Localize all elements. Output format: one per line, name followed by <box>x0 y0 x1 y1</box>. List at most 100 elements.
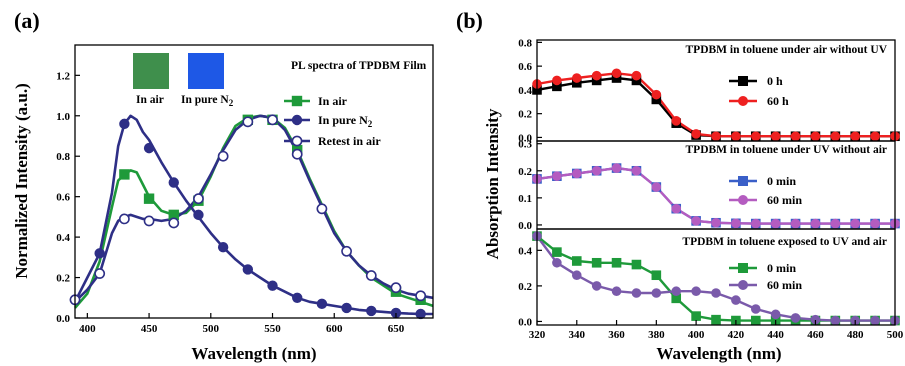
panel-a-x-axis-label: Wavelength (nm) <box>191 344 316 363</box>
panel-b: (b) TPDBM in toluene under air without U… <box>456 8 904 363</box>
inset-film-in-air <box>133 53 169 89</box>
panel-a-legend-label-1: In pure N2 <box>318 113 373 129</box>
panel-b-x-tick-label: 380 <box>648 329 665 341</box>
panel-a-series-1-marker <box>119 118 130 130</box>
panel-a-title: PL spectra of TPDBM Film <box>291 60 427 72</box>
panel-b-y-tick-label: 0.2 <box>518 109 532 121</box>
panel-b-x-tick-label: 440 <box>767 329 784 341</box>
panel-a-y-tick-label: 0.8 <box>56 151 70 163</box>
panel-a-series-2-marker <box>316 203 328 215</box>
panel-b-subplot-0-series-1-marker <box>671 116 682 126</box>
panel-a-series-2-marker <box>94 268 106 279</box>
panel-b-subplot-1-series-1-marker <box>870 218 880 229</box>
panel-a-legend-marker-1 <box>291 114 303 126</box>
panel-b-subplot-0-series-1-marker <box>552 75 562 86</box>
panel-b-x-tick-label: 320 <box>529 329 546 341</box>
inset-label-in-n2: In pure N2 <box>181 94 234 108</box>
panel-b-y-tick-label: 0.0 <box>518 132 532 144</box>
panel-a-series-2-marker <box>193 193 204 205</box>
panel-b-subplot-1-series-1-marker <box>711 217 721 228</box>
panel-b-subplot-2-series-0-marker <box>631 259 642 270</box>
panel-a-series-2-marker <box>390 282 402 294</box>
panel-a-y-tick-label: 0.6 <box>56 192 70 204</box>
panel-a-series-2-marker <box>365 270 377 281</box>
panel-b-subplot-2-series-0-marker <box>711 314 721 325</box>
panel-b-legend-label: 0 min <box>767 174 796 188</box>
panel-a-series-1-marker <box>217 242 229 253</box>
panel-b-legend-label: 0 min <box>767 261 796 275</box>
panel-b-subplot-0-series-1-marker <box>611 68 622 79</box>
panel-b-subplot-2-series-1-marker <box>631 288 642 298</box>
panel-b-subplot-0-series-1-marker <box>651 89 662 100</box>
panel-a-series-2-marker <box>168 217 180 229</box>
panel-a-x-tick-label: 500 <box>203 323 220 335</box>
panel-a-y-axis-label: Normalized Intensity (a.u.) <box>12 83 31 278</box>
panel-a-series-1-marker <box>366 305 377 317</box>
panel-b-subplot-1-series-1-marker <box>770 218 781 229</box>
panel-a-series-2-marker <box>267 114 278 126</box>
panel-a-x-tick-label: 600 <box>326 323 343 335</box>
panel-a-series-0-marker <box>119 169 130 180</box>
panel-b-legend-label: 60 h <box>767 94 789 108</box>
panel-a-series-2-marker <box>242 116 254 128</box>
panel-b-subplot-1-series-1-marker <box>731 218 741 229</box>
panel-b-subplot-2-title: TPDBM in toluene exposed to UV and air <box>682 236 887 248</box>
panel-a-series-1-marker <box>193 209 204 221</box>
panel-b-subplot-0-series-1-marker <box>810 131 821 142</box>
panel-a-series-2-marker <box>118 213 130 225</box>
panel-a-series-2-marker <box>217 150 229 162</box>
panel-b-subplot-2-series-1-marker <box>731 295 741 305</box>
panel-b-subplot-0-series-1-marker <box>571 73 582 83</box>
panel-a-x-tick-label: 650 <box>388 323 405 335</box>
panel-b-y-tick-label: 0.6 <box>518 61 532 73</box>
panel-b-legend-marker <box>737 280 748 291</box>
panel-a-y-tick-label: 1.2 <box>56 70 70 82</box>
panel-a-plot-area <box>69 114 434 320</box>
panel-b-subplot-0-series-1-marker <box>631 70 642 81</box>
panel-a-series-2-marker <box>415 290 427 302</box>
panel-a-y-tick-label: 1.0 <box>56 111 70 123</box>
panel-b-y-axis-label: Absorption Intensity <box>483 108 502 259</box>
panel-b-subplot-2: TPDBM in toluene exposed to UV and air 0 … <box>532 228 900 326</box>
panel-b-legend-label: 60 min <box>767 193 802 207</box>
panel-b-y-tick-label: 0.3 <box>518 139 532 151</box>
panel-b-subplot-1-series-1-marker <box>850 218 861 229</box>
panel-b-subplot-1-series-1-marker <box>611 163 622 173</box>
panel-b-y-tick-label: 0.4 <box>518 245 532 257</box>
inset-film-in-n2 <box>188 53 224 89</box>
panel-a-x-tick-label: 550 <box>264 323 281 335</box>
panel-b-x-tick-label: 420 <box>728 329 745 341</box>
panel-b-subplot-2-series-0-marker <box>750 315 761 326</box>
panel-b-subplot-1-series-1-marker <box>790 218 801 229</box>
panel-a-series-2-marker <box>341 245 352 257</box>
panel-a-legend-marker-2 <box>291 135 303 147</box>
panel-b-subplot-1-series-1-marker <box>552 171 562 181</box>
panel-b-subplot-2-series-1-marker <box>790 313 801 323</box>
panel-b-subplot-2-series-1-marker <box>591 281 602 291</box>
panel-a-frame <box>74 44 434 319</box>
panel-b-legend-marker <box>737 176 748 187</box>
panel-b-subplot-1-series-1-marker <box>671 203 682 214</box>
panel-b-subplot-2-series-1-marker <box>671 286 682 297</box>
panel-b-y-tick-label: 0.1 <box>518 193 532 205</box>
inset-label-in-air: In air <box>136 94 164 106</box>
panel-b-subplot-2-series-1-marker <box>870 315 880 326</box>
panel-b-subplot-2-frame <box>536 228 896 326</box>
panel-b-subplot-2-series-0-marker <box>552 247 562 257</box>
panel-b-subplot-0-series-1-marker <box>591 70 602 81</box>
panel-b-subplot-2-series-0-marker <box>691 311 701 321</box>
panel-b-legend-marker <box>737 195 748 206</box>
panel-b-legend-marker <box>737 263 748 274</box>
panel-b-subplot-0-series-1-marker <box>711 131 721 142</box>
panel-b-x-axis-label: Wavelength (nm) <box>656 344 781 363</box>
panel-b-subplot-2-series-0-marker <box>611 257 622 268</box>
panel-b-subplot-2-series-1-marker <box>571 270 582 281</box>
panel-b-y-tick-label: 0.8 <box>518 37 532 49</box>
panel-a-series-1-marker <box>316 298 328 310</box>
panel-a-legend: In air In pure N2 Retest in air <box>284 94 381 148</box>
panel-a-series-1-marker <box>341 302 352 314</box>
panel-b-x-tick-label: 360 <box>608 329 625 341</box>
panel-b-y-tick-label: 0.2 <box>518 166 532 178</box>
